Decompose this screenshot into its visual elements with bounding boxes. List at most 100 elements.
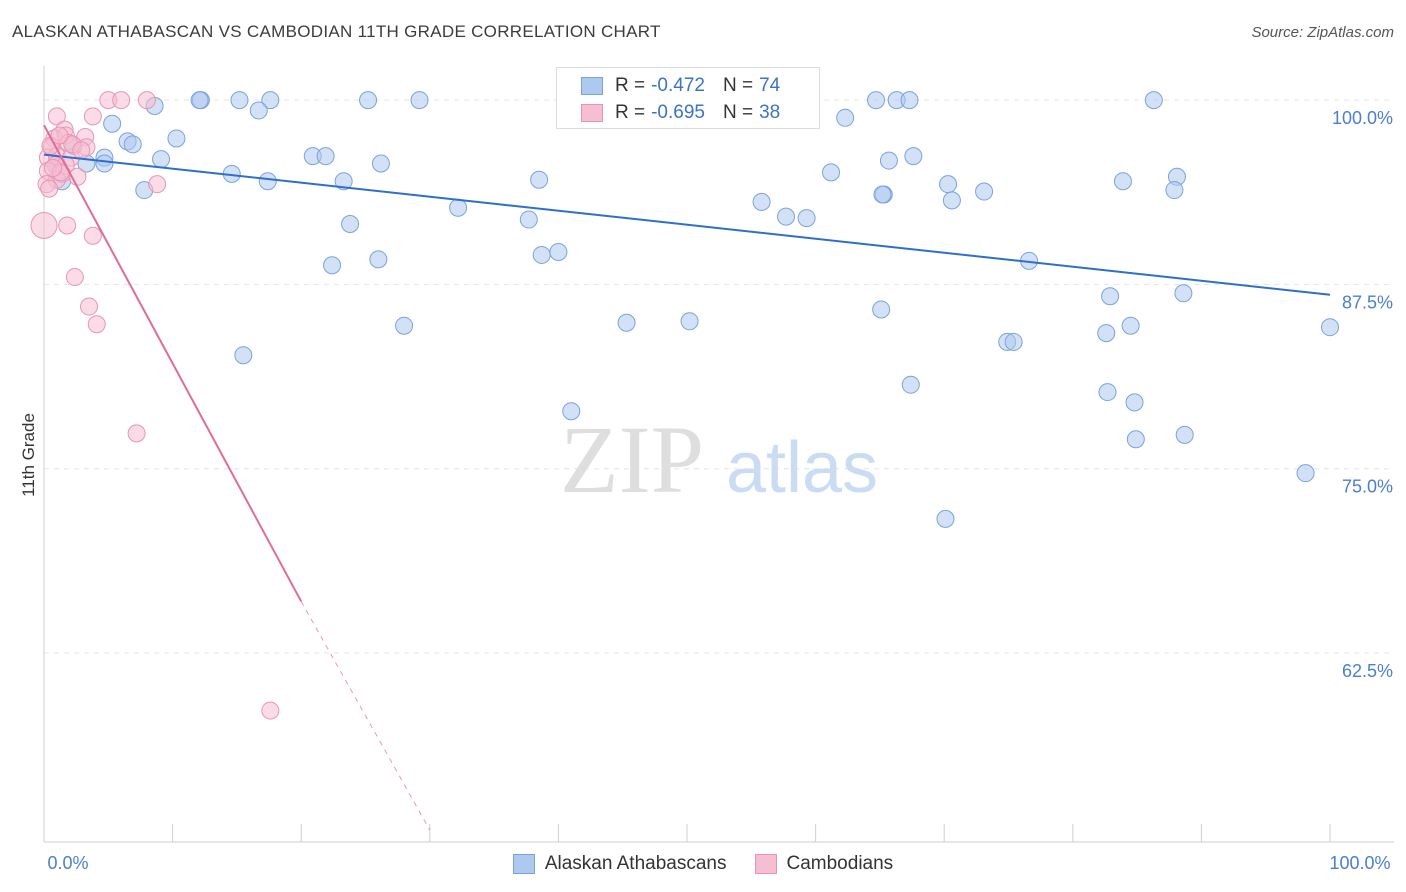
- athabascan-point: [549, 242, 568, 261]
- athabascan-point: [680, 312, 699, 331]
- legend-r-value: -0.695: [651, 102, 705, 123]
- cambodian-point: [148, 175, 167, 194]
- athabascan-point: [822, 163, 841, 182]
- cambodian-point: [47, 107, 66, 126]
- athabascan-point: [261, 91, 280, 110]
- legend-r-value: -0.472: [651, 75, 705, 96]
- axes: [43, 66, 1394, 843]
- athabascan-point: [936, 509, 955, 528]
- legend-swatch-blue: [581, 77, 603, 95]
- athabascan-point: [1296, 464, 1315, 483]
- athabascan-point: [1165, 181, 1184, 200]
- athabascan-point: [1101, 287, 1120, 306]
- series-name: Alaskan Athabascans: [544, 853, 727, 874]
- cambodian-point: [137, 91, 156, 110]
- athabascan-point: [341, 214, 360, 233]
- legend-n-value: 38: [759, 102, 781, 123]
- athabascan-point: [371, 154, 390, 173]
- athabascan-trend-line: [43, 153, 1331, 296]
- watermark-atlas: atlas: [726, 428, 878, 508]
- chart-title: ALASKAN ATHABASCAN VS CAMBODIAN 11TH GRA…: [12, 22, 661, 41]
- athabascan-point: [167, 129, 186, 148]
- athabascan-point: [1097, 324, 1116, 343]
- cambodian-point: [72, 141, 91, 160]
- athabascan-point: [1121, 316, 1140, 335]
- cambodian-point: [83, 226, 102, 245]
- athabascan-point: [872, 300, 891, 319]
- series-legend-athabascan: Alaskan Athabascans: [512, 853, 727, 875]
- x-tick-label: 0.0%: [47, 853, 88, 873]
- cambodian-point: [83, 107, 102, 126]
- athabascan-point: [519, 210, 538, 229]
- athabascan-point: [1113, 172, 1132, 191]
- cambodian-point: [44, 158, 63, 177]
- cambodian-trend-line: [43, 124, 303, 602]
- athabascan-point: [942, 191, 961, 210]
- legend-r-label: R =: [615, 102, 646, 123]
- athabascan-point: [867, 91, 886, 110]
- series-legend-cambodian: Cambodians: [754, 853, 893, 875]
- cambodian-point: [87, 315, 106, 334]
- athabascan-point: [904, 147, 923, 166]
- athabascan-point: [1004, 332, 1023, 351]
- athabascan-point: [95, 154, 114, 173]
- athabascan-point: [1321, 318, 1339, 337]
- trend-lines: [43, 124, 1331, 831]
- athabascan-point: [1175, 425, 1194, 444]
- athabascan-point: [1144, 91, 1163, 110]
- cambodian-point: [58, 216, 77, 235]
- athabascan-point: [900, 91, 919, 110]
- series-swatch-pink: [754, 854, 777, 874]
- athabascan-point: [901, 375, 920, 394]
- athabascan-point: [249, 101, 268, 120]
- athabascan-point: [879, 151, 898, 170]
- y-tick-label: 62.5%: [1342, 661, 1393, 681]
- legend-row-athabascan: R = -0.472 N = 74: [581, 74, 780, 98]
- legend-n-label: N =: [722, 75, 754, 96]
- athabascan-point: [1126, 430, 1145, 449]
- series-swatch-blue: [512, 854, 535, 874]
- cambodian-point: [127, 424, 146, 443]
- athabascan-point: [103, 114, 122, 133]
- athabascan-point: [939, 175, 958, 194]
- athabascan-point: [752, 192, 771, 211]
- athabascan-point: [777, 207, 796, 226]
- watermark: ZIP atlas: [560, 406, 878, 513]
- axis-labels: 100.0% 87.5% 75.0% 62.5% 0.0% 100.0% 11th Grad…: [19, 108, 1393, 873]
- x-tick-label: 100.0%: [1329, 853, 1390, 873]
- athabascan-point: [234, 346, 253, 365]
- cambodian-point: [30, 211, 58, 239]
- athabascan-point: [530, 170, 549, 189]
- athabascan-point: [1098, 383, 1117, 402]
- cambodian-point: [80, 297, 99, 316]
- athabascan-point: [562, 402, 581, 421]
- athabascan-point: [359, 91, 378, 110]
- grid-lines: [44, 99, 1394, 654]
- athabascan-point: [152, 150, 171, 169]
- athabascan-point: [190, 91, 209, 110]
- athabascan-point: [449, 198, 468, 217]
- athabascan-point: [836, 108, 855, 127]
- athabascan-point: [617, 313, 636, 332]
- athabascan-point: [334, 172, 353, 191]
- legend-swatch-pink: [581, 104, 603, 122]
- cambodian-trend-extension: [300, 601, 431, 831]
- cambodian-point: [50, 126, 69, 145]
- stats-legend: R = -0.472 N = 74 R = -0.695 N = 38: [556, 67, 820, 129]
- athabascan-point: [532, 245, 551, 264]
- y-tick-label: 75.0%: [1342, 477, 1393, 497]
- legend-row-cambodian: R = -0.695 N = 38: [581, 101, 780, 125]
- series-legend: Alaskan Athabascans Cambodians: [0, 852, 1406, 876]
- athabascan-point: [369, 250, 388, 269]
- y-tick-label: 100.0%: [1332, 108, 1393, 128]
- data-points: [30, 91, 1339, 720]
- legend-n-value: 74: [759, 75, 781, 96]
- cambodian-point: [261, 701, 280, 720]
- athabascan-point: [323, 256, 342, 275]
- athabascan-point: [230, 91, 249, 110]
- cambodian-point: [112, 91, 131, 110]
- source-credit: Source: ZipAtlas.com: [1251, 24, 1394, 41]
- watermark-zip: ZIP: [560, 406, 704, 513]
- cambodian-point: [65, 268, 84, 287]
